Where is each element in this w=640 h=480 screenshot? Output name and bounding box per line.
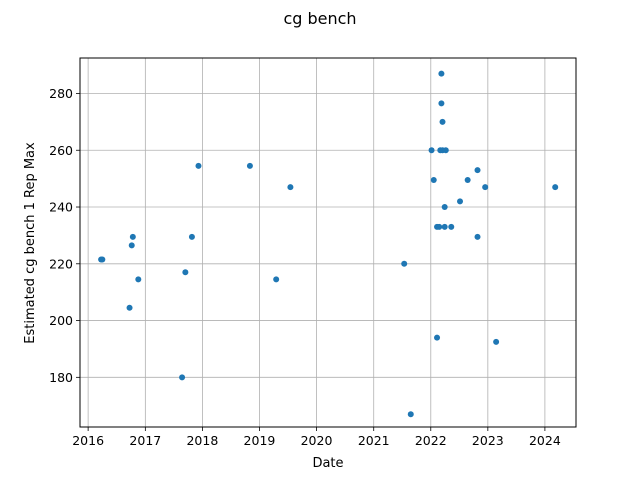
data-point xyxy=(457,198,464,205)
x-tick-label: 2021 xyxy=(358,433,390,448)
y-tick-label: 200 xyxy=(49,313,73,328)
x-tick-label: 2020 xyxy=(301,433,333,448)
data-point xyxy=(195,162,202,169)
chart-title: cg bench xyxy=(283,9,356,28)
x-tick-label: 2018 xyxy=(186,433,218,448)
data-point xyxy=(493,338,500,345)
data-point xyxy=(135,276,142,283)
data-point xyxy=(428,147,435,154)
data-point xyxy=(436,223,443,230)
x-tick-label: 2022 xyxy=(415,433,447,448)
data-point xyxy=(552,184,559,191)
data-point xyxy=(442,147,449,154)
data-point xyxy=(438,100,445,107)
data-point xyxy=(441,204,448,211)
data-point xyxy=(182,269,189,276)
plot-frame xyxy=(79,57,577,428)
data-point xyxy=(407,411,414,418)
y-tick-label: 220 xyxy=(49,256,73,271)
y-tick-label: 280 xyxy=(49,86,73,101)
data-point xyxy=(441,223,448,230)
y-tick-label: 260 xyxy=(49,143,73,158)
data-point xyxy=(273,276,280,283)
x-tick-label: 2019 xyxy=(244,433,276,448)
data-point xyxy=(430,177,437,184)
x-axis-label: Date xyxy=(312,456,343,471)
data-point xyxy=(448,223,455,230)
data-point xyxy=(126,304,133,311)
y-tick-label: 180 xyxy=(49,370,73,385)
grid xyxy=(80,58,576,427)
y-tick-label: 240 xyxy=(49,200,73,215)
data-point xyxy=(128,242,135,249)
data-point xyxy=(179,374,186,381)
x-tick-label: 2024 xyxy=(529,433,561,448)
x-tick-label: 2017 xyxy=(129,433,161,448)
data-point xyxy=(439,118,446,125)
data-point xyxy=(438,70,445,77)
data-point xyxy=(246,162,253,169)
axis-ticks: 2016 2017 2018 2019 2020 2021 2022 2023 2024 180 2… xyxy=(49,86,561,448)
data-point xyxy=(287,184,294,191)
data-point xyxy=(474,233,481,240)
data-point xyxy=(99,256,106,263)
data-point xyxy=(129,233,136,240)
data-point xyxy=(482,184,489,191)
data-points xyxy=(98,70,559,418)
x-tick-label: 2016 xyxy=(72,433,104,448)
data-point xyxy=(188,233,195,240)
y-axis-label: Estimated cg bench 1 Rep Max xyxy=(23,142,38,344)
data-point xyxy=(401,260,408,267)
data-point xyxy=(474,167,481,174)
x-tick-label: 2023 xyxy=(472,433,504,448)
data-point xyxy=(434,334,441,341)
data-point xyxy=(464,177,471,184)
